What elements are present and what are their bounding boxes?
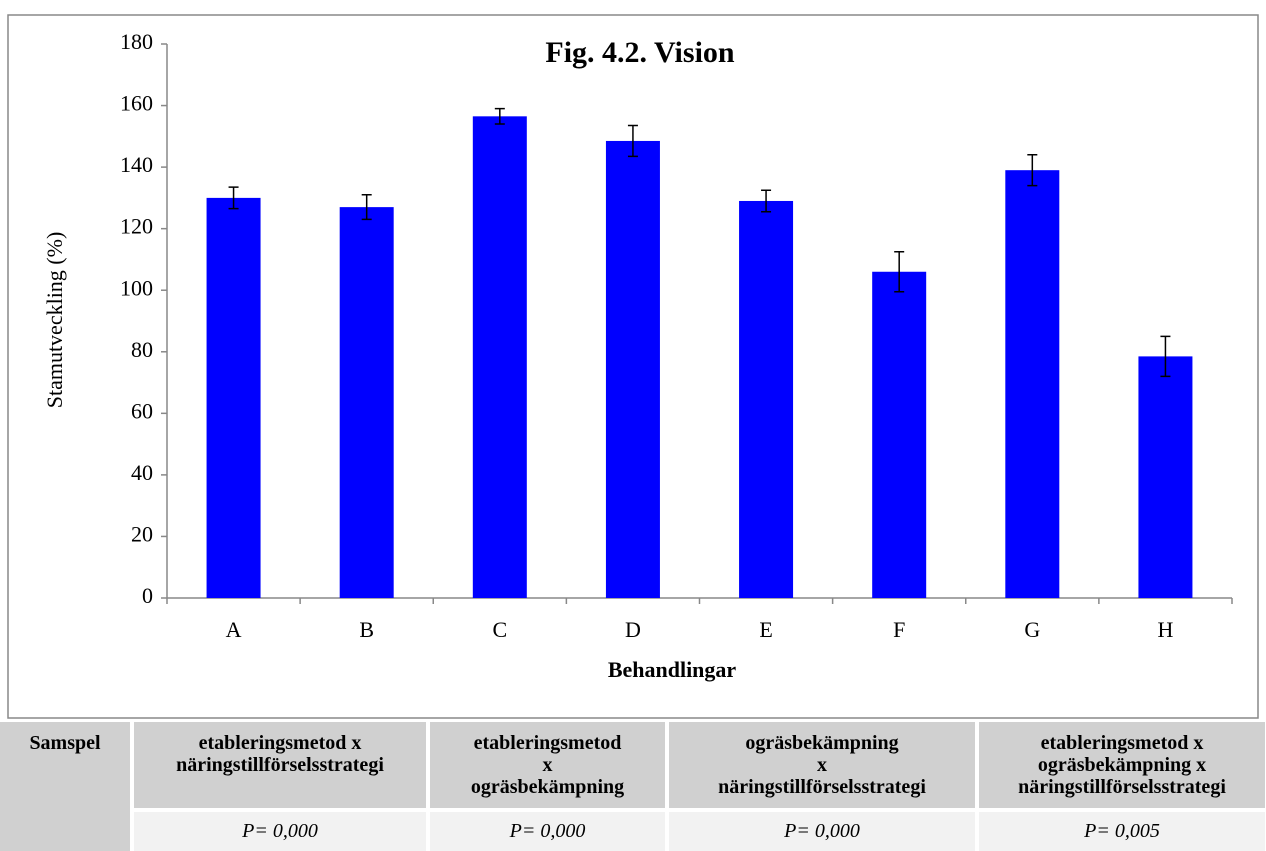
y-axis-label: Stamutveckling (%)	[42, 232, 67, 409]
y-tick-label: 0	[142, 583, 153, 608]
x-tick-label: G	[1024, 617, 1040, 642]
y-tick-label: 20	[131, 521, 153, 546]
y-tick-label: 120	[120, 214, 153, 239]
header-cell: etableringsmetod x ogräsbekämpning	[430, 722, 665, 808]
x-tick-label: F	[893, 617, 905, 642]
header-cell: etableringsmetod x näringstillförselsstr…	[134, 722, 426, 808]
error-bar	[228, 186, 239, 210]
value-cell: P= 0,005	[979, 812, 1265, 851]
bar	[206, 197, 261, 598]
bar	[1138, 356, 1193, 598]
header-cell: etableringsmetod x ogräsbekämpning x när…	[979, 722, 1265, 808]
chart: Fig. 4.2. Vision Behandlingar Stamutveck…	[7, 14, 1259, 719]
x-axis-label: Behandlingar	[608, 657, 737, 682]
y-tick-label: 60	[131, 398, 153, 423]
stats-table: Samspel etableringsmetod x näringstillför…	[0, 722, 1265, 851]
bar	[1005, 170, 1060, 598]
bar	[339, 207, 394, 598]
error-bar	[627, 124, 638, 158]
y-tick-label: 160	[120, 91, 153, 116]
y-tick-label: 40	[131, 460, 153, 485]
chart-title: Fig. 4.2. Vision	[545, 36, 735, 69]
error-bar	[894, 251, 905, 293]
y-tick-label: 80	[131, 337, 153, 362]
error-bar	[494, 107, 505, 125]
x-tick-label: C	[492, 617, 507, 642]
header-cell: Samspel	[0, 722, 130, 851]
error-bar	[761, 189, 772, 213]
bar	[872, 271, 927, 598]
bar	[605, 140, 660, 598]
x-tick-label: E	[759, 617, 772, 642]
error-bar	[361, 194, 372, 221]
value-cell: P= 0,000	[430, 812, 665, 851]
y-tick-label: 100	[120, 275, 153, 300]
y-tick-label: 180	[120, 29, 153, 54]
error-bar	[1027, 154, 1038, 187]
value-cell: P= 0,000	[669, 812, 975, 851]
x-tick-label: A	[226, 617, 242, 642]
bar	[472, 116, 527, 599]
bar	[739, 200, 794, 598]
value-cell: P= 0,000	[134, 812, 426, 851]
x-tick-label: B	[359, 617, 374, 642]
error-bar	[1160, 335, 1171, 378]
x-tick-label: D	[625, 617, 641, 642]
y-tick-label: 140	[120, 152, 153, 177]
header-cell: ogräsbekämpning x näringstillförselsstra…	[669, 722, 975, 808]
x-tick-label: H	[1157, 617, 1173, 642]
